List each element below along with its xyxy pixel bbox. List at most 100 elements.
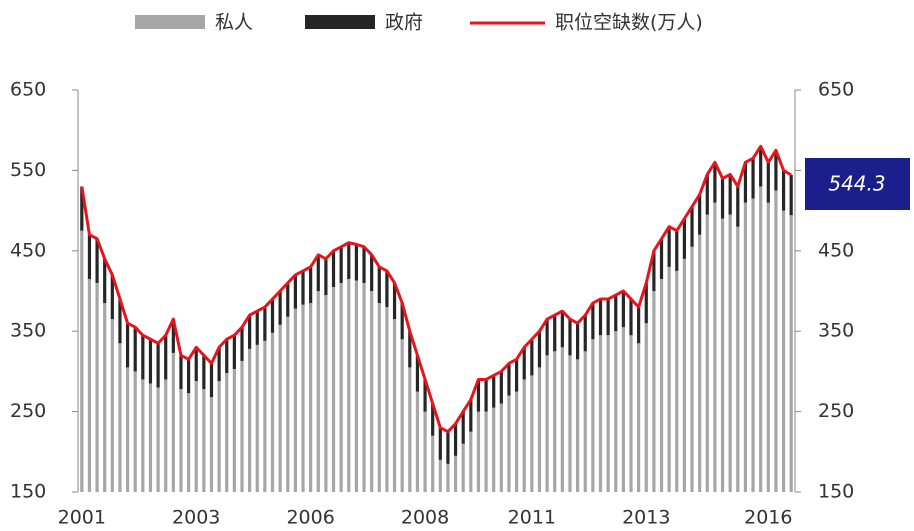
bar <box>453 455 458 492</box>
bar <box>659 278 664 492</box>
bar <box>171 352 175 492</box>
bar <box>80 186 84 231</box>
bar <box>728 174 732 215</box>
bar <box>530 375 534 492</box>
y-tick-label: 350 <box>10 320 46 342</box>
bar <box>316 291 320 492</box>
bar <box>293 308 297 492</box>
bar <box>118 299 122 344</box>
bar <box>209 397 214 492</box>
bar <box>743 162 748 203</box>
bar <box>141 335 145 380</box>
bar <box>751 158 755 199</box>
bar <box>705 214 709 492</box>
bar <box>370 254 374 291</box>
bar <box>759 186 763 493</box>
bar <box>248 348 252 492</box>
bar <box>507 395 511 492</box>
bar <box>377 266 381 304</box>
bar <box>499 403 503 492</box>
x-tick-label: 2011 <box>508 507 556 529</box>
callout-label: 544.3 <box>828 172 885 196</box>
bar <box>392 319 397 492</box>
bar <box>347 242 351 279</box>
bar <box>499 371 503 404</box>
bar <box>87 234 92 279</box>
bar <box>354 244 359 281</box>
bar <box>476 411 481 492</box>
bar <box>576 323 580 360</box>
bar <box>545 355 549 492</box>
bar <box>270 332 275 492</box>
bar <box>675 270 679 492</box>
bar <box>591 339 595 492</box>
bar <box>637 343 641 492</box>
bar <box>423 379 427 412</box>
bar <box>621 327 625 492</box>
bar <box>255 344 259 492</box>
bar <box>377 303 381 492</box>
bar <box>751 198 755 493</box>
bar <box>690 206 694 247</box>
bar <box>484 379 488 412</box>
bar <box>720 178 725 219</box>
bar <box>423 411 427 492</box>
line <box>80 144 792 434</box>
bar <box>682 258 686 492</box>
bar <box>187 359 191 394</box>
bar <box>720 218 725 492</box>
bar <box>438 427 442 460</box>
bar <box>270 299 275 333</box>
bar <box>187 393 191 492</box>
bar <box>484 411 488 492</box>
bar <box>232 335 236 369</box>
bar <box>667 226 671 267</box>
bar <box>148 383 153 492</box>
bar <box>164 335 168 380</box>
bar <box>339 282 343 492</box>
bar <box>522 347 526 380</box>
bar <box>469 399 473 432</box>
value-callout <box>805 158 910 210</box>
bar <box>789 215 793 492</box>
bar <box>80 230 84 492</box>
bar <box>652 250 656 291</box>
bar <box>156 343 160 388</box>
bar <box>492 407 496 492</box>
legend-swatch <box>135 15 205 29</box>
bar <box>408 367 412 492</box>
bar <box>103 258 107 304</box>
bar <box>331 250 336 287</box>
bar <box>415 391 420 492</box>
bar <box>568 319 572 356</box>
x-tick-label: 2003 <box>172 507 220 529</box>
bar <box>431 435 435 492</box>
bar <box>560 347 564 492</box>
bar <box>324 295 328 492</box>
bar <box>125 367 130 492</box>
bar <box>209 363 214 398</box>
bar <box>698 194 702 235</box>
bar <box>514 391 519 492</box>
bar <box>156 387 160 492</box>
bar <box>255 311 259 345</box>
y2-tick-label: 350 <box>818 320 854 342</box>
bar <box>194 347 198 382</box>
bar <box>95 282 99 492</box>
bar <box>110 274 114 320</box>
legend-label: 职位空缺数(万人) <box>555 12 703 34</box>
bar <box>179 355 183 390</box>
bar <box>400 339 404 492</box>
bar <box>774 150 778 191</box>
legend-swatch <box>305 15 375 29</box>
bar <box>217 347 221 382</box>
bar <box>469 431 473 492</box>
bar <box>492 375 496 408</box>
bar <box>354 280 359 492</box>
bar <box>537 367 542 492</box>
y-tick-label: 150 <box>10 481 46 503</box>
bar <box>713 202 717 492</box>
bar <box>728 214 732 492</box>
bar <box>148 339 153 384</box>
bar <box>759 146 763 187</box>
